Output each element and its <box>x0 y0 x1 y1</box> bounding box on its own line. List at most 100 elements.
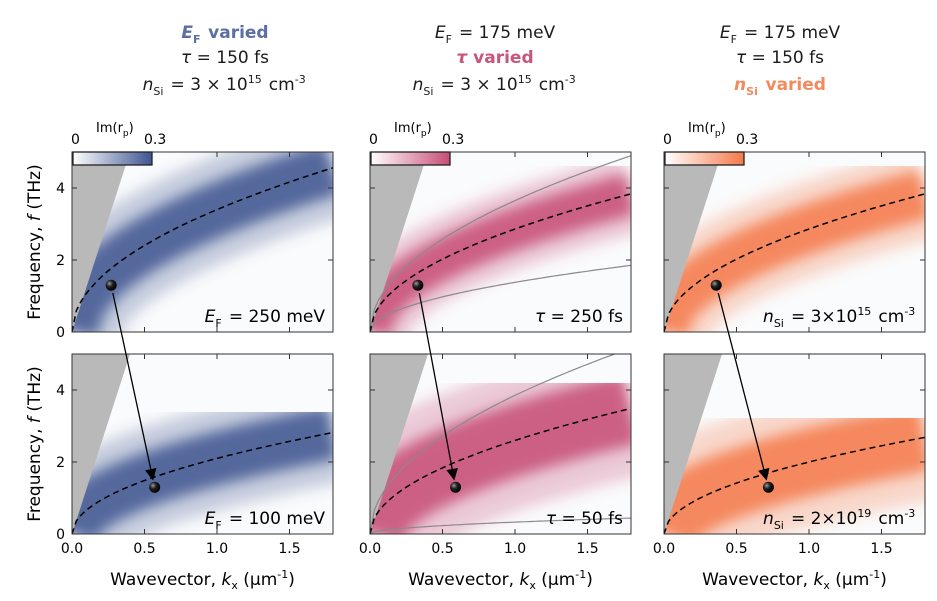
header-line-1: EF varied <box>181 23 268 46</box>
light-cone-region <box>72 152 130 332</box>
panel-top-middle: 0 0.3 Im(rp) τ = 250 fs <box>369 121 632 333</box>
transition-arrow <box>717 292 770 481</box>
y-tick-label: 4 <box>56 383 65 399</box>
panel-frame <box>369 353 632 535</box>
y-tick-label: 2 <box>56 253 65 269</box>
var-glyph: n <box>143 75 154 95</box>
tick-marks <box>663 354 925 535</box>
state-marker <box>450 481 462 493</box>
light-cone-region <box>72 354 130 534</box>
state-marker <box>105 279 117 291</box>
transition-arrow <box>112 292 157 481</box>
state-marker <box>149 481 161 493</box>
var-glyph: τ <box>546 509 557 529</box>
colorbar-max-label: 0.3 <box>442 132 464 148</box>
transition-arrow <box>418 292 458 481</box>
panel-frame <box>663 353 926 535</box>
y-tick-label: 0 <box>56 527 65 543</box>
var-glyph: n <box>763 307 774 327</box>
panel-top-right: 0 0.3 Im(rp) nSi = 3×1015 cm-3 <box>663 121 926 333</box>
dispersion-curve <box>72 167 333 332</box>
colorbar-min-label: 0 <box>71 132 80 148</box>
header-line-1: EF = 175 meV <box>720 23 841 46</box>
y-axis-label: Frequency, f (THz) <box>25 366 45 521</box>
var-glyph: τ <box>535 307 546 327</box>
dispersion-guide-line <box>370 264 631 332</box>
colorbar-title: Im(rp) <box>96 121 134 139</box>
x-tick-label: 1.5 <box>870 541 892 557</box>
state-marker <box>412 279 424 291</box>
x-tick-label: 1.0 <box>206 541 228 557</box>
dispersion-guide-line <box>370 354 617 534</box>
panel-parameter-label: EF = 250 meV <box>205 307 326 330</box>
colorbar-max-label: 0.3 <box>144 132 166 148</box>
tick-marks <box>71 152 333 333</box>
tick-marks <box>369 354 631 535</box>
var-glyph: E <box>181 23 193 43</box>
light-cone-region <box>664 152 722 332</box>
panel-parameter-label: EF = 100 meV <box>205 509 326 532</box>
header-line-1: EF = 175 meV <box>435 23 556 46</box>
x-tick-label: 1.0 <box>798 541 820 557</box>
panel-parameter-label: τ = 50 fs <box>546 509 623 529</box>
panel-frame <box>71 151 334 333</box>
var-glyph: E <box>435 23 446 43</box>
panels: 0 2 4 0 0.3 Im(rp) EF = 250 meV 0 0.3 Im(rp) τ = 2… <box>56 121 926 557</box>
x-axis-label: Wavevector, kx (μm-1) <box>408 568 593 592</box>
colorbar-max-label: 0.3 <box>736 132 758 148</box>
y-tick-label: 2 <box>56 455 65 471</box>
panel-bottom-right: 0.0 0.5 1.0 1.5 nSi = 2×1019 cm-3 <box>653 353 926 557</box>
dispersion-guide-line <box>370 517 631 534</box>
dispersion-guide-line <box>370 155 631 332</box>
colorbar-gradient <box>370 151 451 166</box>
axis-labels: Frequency, f (THz) Frequency, f (THz) Wave… <box>25 164 887 592</box>
x-axis-label: Wavevector, kx (μm-1) <box>110 568 295 592</box>
header-line-3: nSi = 3 × 1015 cm-3 <box>413 73 578 98</box>
light-cone-region <box>370 152 428 332</box>
panel-bottom-middle: 0.0 0.5 1.0 1.5 τ = 50 fs <box>359 353 632 557</box>
light-cone-region <box>664 354 722 534</box>
header-line-3: nSi varied <box>734 75 826 98</box>
x-tick-label: 0.5 <box>133 541 155 557</box>
var-glyph: n <box>413 75 424 95</box>
dispersion-curve <box>370 407 631 534</box>
x-tick-label: 0.0 <box>61 541 83 557</box>
x-tick-label: 0.0 <box>653 541 675 557</box>
x-tick-label: 0.0 <box>359 541 381 557</box>
colorbar-title: Im(rp) <box>394 121 432 139</box>
panel-parameter-label: τ = 250 fs <box>535 307 623 327</box>
y-tick-label: 0 <box>56 325 65 341</box>
var-glyph: n <box>763 509 774 529</box>
header-line-2: τ varied <box>456 48 533 68</box>
x-tick-label: 0.5 <box>725 541 747 557</box>
panel-frame <box>369 151 632 333</box>
colorbar-min-label: 0 <box>369 132 378 148</box>
panel-bottom-left: 0 2 4 0.0 0.5 1.0 1.5 EF = 100 meV <box>56 353 334 557</box>
y-tick-label: 4 <box>56 181 65 197</box>
colorbar-min-label: 0 <box>663 132 672 148</box>
colorbar-gradient <box>664 151 745 166</box>
dispersion-curve <box>72 431 333 534</box>
dispersion-curve <box>664 193 925 332</box>
header-line-3: nSi = 3 × 1015 cm-3 <box>143 73 308 98</box>
x-axis-label: Wavevector, kx (μm-1) <box>702 568 887 592</box>
x-tick-label: 1.0 <box>504 541 526 557</box>
x-tick-label: 1.5 <box>278 541 300 557</box>
x-tick-label: 0.5 <box>431 541 453 557</box>
panel-parameter-label: nSi = 2×1019 cm-3 <box>763 507 917 532</box>
var-glyph: E <box>720 23 731 43</box>
dispersion-curve <box>370 193 631 332</box>
var-glyph: E <box>205 307 216 327</box>
header-line-2: τ = 150 fs <box>181 48 269 68</box>
colorbar-title: Im(rp) <box>688 121 726 139</box>
state-marker <box>710 279 722 291</box>
panel-top-left: 0 2 4 0 0.3 Im(rp) EF = 250 meV <box>56 121 334 341</box>
header-line-2: τ = 150 fs <box>736 48 824 68</box>
tick-marks <box>71 354 333 535</box>
var-glyph: n <box>734 75 746 95</box>
panel-frame <box>663 151 926 333</box>
